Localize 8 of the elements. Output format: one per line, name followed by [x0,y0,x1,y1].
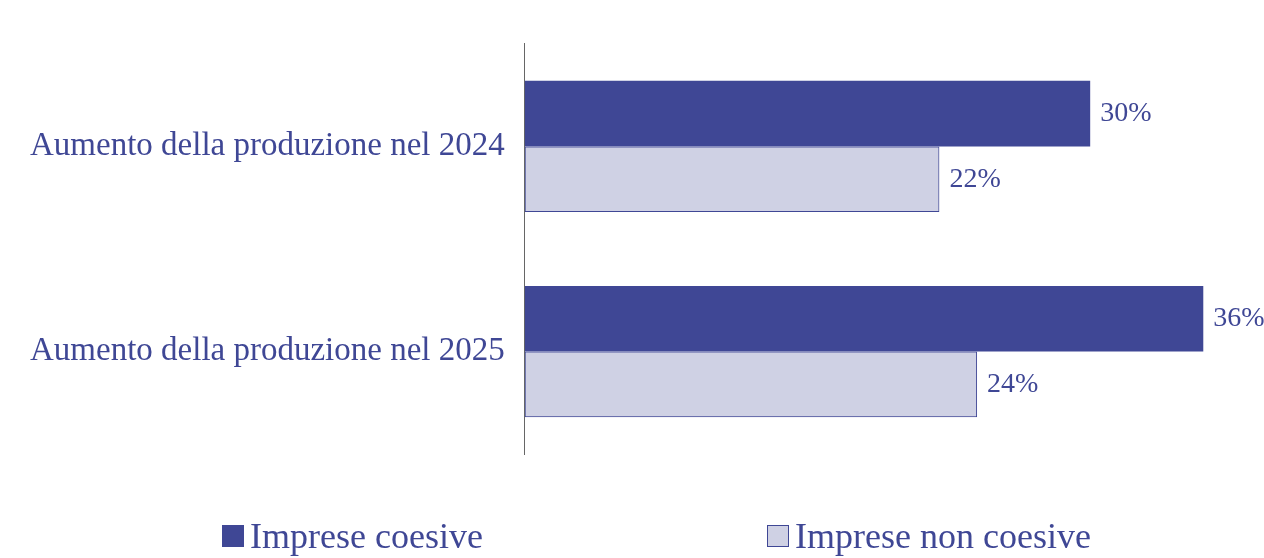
legend-label: Imprese coesive [250,516,483,556]
data-label: 24% [987,366,1039,398]
y-tick-label: Aumento della produzione nel 2025 [29,331,505,368]
y-tick-label: Aumento della produzione nel 2024 [29,126,505,163]
data-label: 22% [949,161,1001,193]
data-label: 36% [1213,301,1264,333]
legend-label: Imprese non coesive [795,516,1091,556]
data-label: 30% [1100,95,1152,127]
